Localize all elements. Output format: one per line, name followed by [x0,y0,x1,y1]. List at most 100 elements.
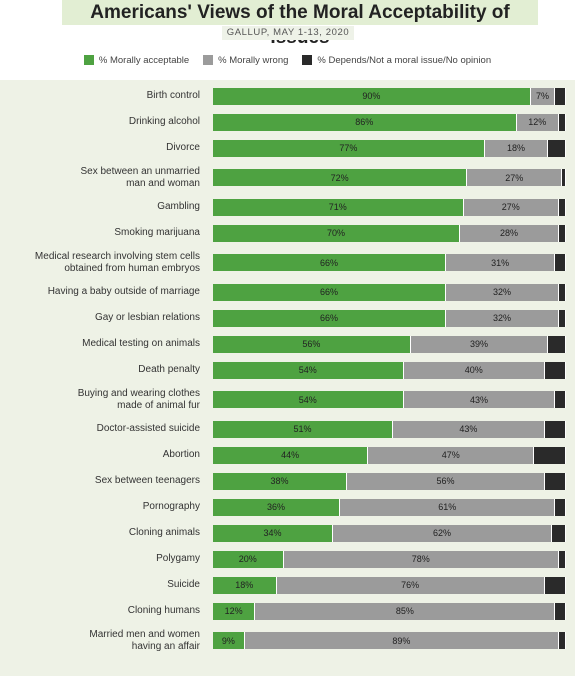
bar-row: Gambling 71% 27% [0,194,575,220]
bar-segment: 72% [213,169,468,186]
bar-row: Buying and wearing clothes made of anima… [0,383,575,416]
bar-row: Sex between an unmarried man and woman 72… [0,161,575,194]
bar-segment [558,632,566,649]
data-label: 90% [362,91,381,101]
category-label: Doctor-assisted suicide [96,423,200,434]
data-label: 70% [327,228,346,238]
bar-track: 90% 7% [213,87,566,105]
data-label: 72% [330,172,349,183]
bar-segment: 44% [213,446,369,464]
bar-track: 51% 43% [213,420,566,438]
bar-row: Married men and women having an affair 9%… [0,624,575,657]
bar-segment: 43% [403,391,556,408]
bar-track: 77% 18% [213,139,566,157]
category-label: Drinking alcohol [128,116,200,127]
bar-segment: 90% [213,87,531,105]
category-label: Sex between teenagers [94,475,200,486]
data-label: 18% [507,143,526,153]
bar-row: Pornography 36% 61% [0,494,575,520]
data-label: 32% [492,313,511,323]
bar-row: Sex between teenagers 38% 56% [0,468,575,494]
bar-track: 20% 78% [213,550,566,568]
bar-row: Doctor-assisted suicide 51% 43% [0,416,575,442]
bar-segment: 51% [213,420,394,438]
data-label: 78% [411,554,430,564]
bar-segment: 38% [213,472,348,490]
legend-swatch [83,55,94,65]
legend-label: % Morally acceptable [98,54,190,66]
data-label: 54% [298,365,317,375]
bar-track: 71% 27% [213,198,566,216]
data-label: 86% [355,117,374,127]
bar-row: Birth control 90% 7% [0,83,575,109]
data-label: 7% [536,91,550,101]
bar-segment: 27% [467,169,563,186]
bar-segment: 12% [516,113,559,131]
bar-segment [555,87,566,105]
bar-segment [555,254,566,271]
chart-title: Americans' Views of the Moral Acceptabil… [62,0,538,48]
data-label: 28% [500,228,519,238]
data-label: 71% [328,202,347,212]
bar-segment: 27% [463,198,559,216]
bar-segment: 32% [445,283,559,301]
bar-row: Suicide 18% 76% [0,572,575,598]
bar-track: 86% 12% [213,113,566,131]
data-label: 66% [319,287,338,297]
bar-track: 34% 62% [213,524,566,542]
bar-segment: 31% [445,254,556,271]
bar-track: 54% 43% [213,391,566,408]
plot-area: Birth control 90% 7% Drinking alcohol 86% 12%… [0,80,575,676]
legend-swatch [203,55,214,65]
bar-segment: 18% [213,576,277,594]
data-label: 89% [392,635,411,646]
bar-track: 70% 28% [213,224,566,242]
bar-track: 36% 61% [213,498,566,516]
category-label: Medical testing on animals [82,338,200,349]
bar-segment: 71% [213,198,464,216]
bar-row: Abortion 44% 47% [0,442,575,468]
legend: % Morally acceptable % Morally wrong % Dep… [0,52,575,68]
bar-segment: 56% [213,335,411,353]
bar-segment: 20% [213,550,284,568]
category-label: Gambling [157,201,200,212]
bar-track: 66% 32% [213,309,566,327]
data-label: 77% [339,143,358,153]
bar-track: 72% 27% [213,169,566,186]
legend-item: % Morally wrong [203,55,288,66]
bar-track: 44% 47% [213,446,566,464]
data-label: 39% [469,339,488,349]
bar-segment: 9% [213,632,245,649]
category-label: Suicide [167,579,200,590]
bar-segment: 77% [213,139,485,157]
bar-row: Polygamy 20% 78% [0,546,575,572]
bar-track: 66% 32% [213,283,566,301]
bar-segment: 56% [347,472,545,490]
bar-segment [558,224,566,242]
data-label: 51% [293,424,312,434]
bar-row: Cloning animals 34% 62% [0,520,575,546]
category-label: Polygamy [156,553,200,564]
bar-segment: 34% [213,524,334,542]
data-label: 47% [441,450,460,460]
data-label: 31% [491,257,510,268]
bar-segment [544,472,566,490]
category-label: Cloning humans [127,605,200,616]
legend-label: % Morally wrong [218,54,289,66]
data-label: 32% [492,287,511,297]
bar-segment [551,524,566,542]
bar-track: 18% 76% [213,576,566,594]
bar-segment [558,198,566,216]
data-label: 20% [238,554,257,564]
category-label: Abortion [162,449,200,460]
category-label: Gay or lesbian relations [94,312,200,323]
bar-segment: 66% [213,309,446,327]
category-label: Pornography [142,501,200,512]
bar-track: 56% 39% [213,335,566,353]
bar-segment [558,550,566,568]
bar-track: 9% 89% [213,632,566,649]
data-label: 66% [319,257,338,268]
legend-item: % Morally acceptable [83,54,190,66]
data-label: 66% [319,313,338,323]
data-label: 36% [267,502,286,512]
